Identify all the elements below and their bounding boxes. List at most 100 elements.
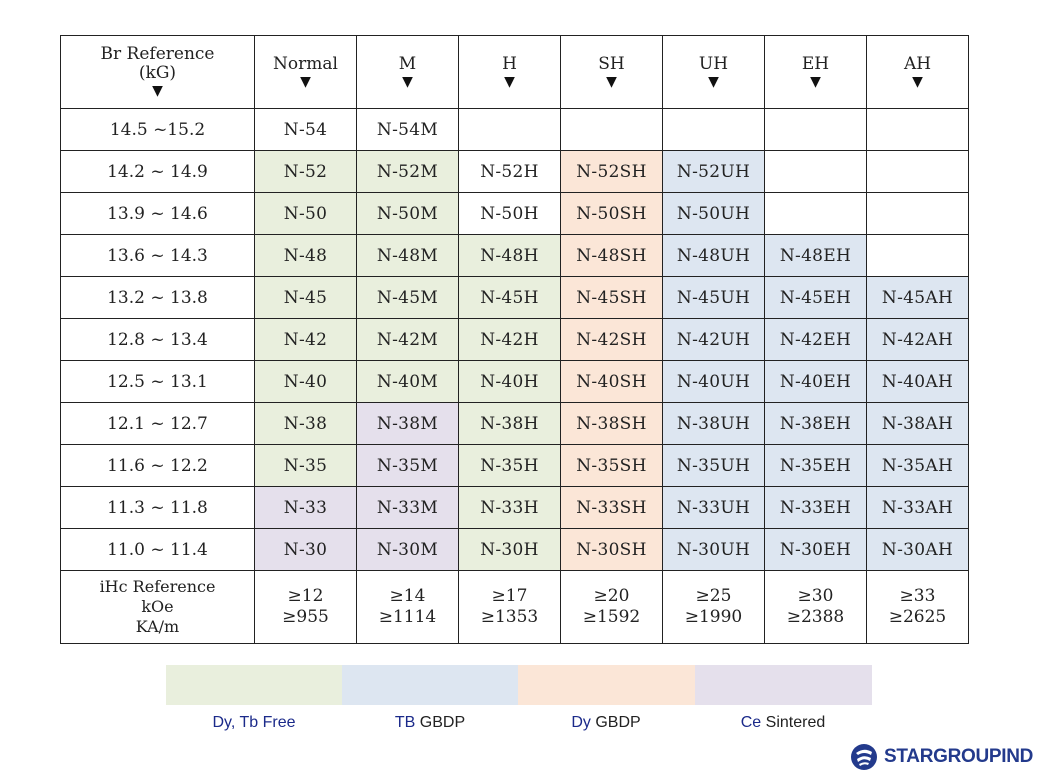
ihc-value-cell: ≥20 ≥1592: [560, 570, 663, 644]
ihc-kam-value: ≥1990: [684, 607, 743, 627]
table-row: 13.9 ~ 14.6 N-50 N-50M N-50H N-50SH N-50…: [60, 192, 969, 235]
br-range-cell: 13.9 ~ 14.6: [60, 192, 255, 235]
grade-cell: N-40SH: [560, 360, 663, 403]
br-range-cell: 11.0 ~ 11.4: [60, 528, 255, 571]
legend-swatch-tb-gbdp: [342, 665, 518, 705]
grade-cell: [764, 150, 867, 193]
grade-header-sh: SH ▼: [560, 35, 663, 109]
grade-cell: N-40: [254, 360, 357, 403]
ihc-label-unit-koe: kOe: [141, 597, 174, 616]
br-range-cell: 13.2 ~ 13.8: [60, 276, 255, 319]
grade-cell: N-38EH: [764, 402, 867, 445]
grade-cell: N-35AH: [866, 444, 969, 487]
grade-cell: N-30EH: [764, 528, 867, 571]
stargroup-logo-icon: [851, 744, 877, 770]
grade-cell: N-30AH: [866, 528, 969, 571]
ihc-koe-value: ≥17: [491, 586, 528, 606]
ihc-value-cell: ≥25 ≥1990: [662, 570, 765, 644]
grade-cell: [866, 150, 969, 193]
ihc-kam-value: ≥1353: [480, 607, 539, 627]
legend-label-dy-gbdp: Dy GBDP: [518, 714, 694, 732]
br-range-cell: 11.3 ~ 11.8: [60, 486, 255, 529]
ihc-koe-value: ≥14: [389, 586, 426, 606]
grade-header-label: SH: [598, 54, 625, 74]
grade-cell: N-30: [254, 528, 357, 571]
grade-cell: N-45UH: [662, 276, 765, 319]
grade-cell: N-50M: [356, 192, 459, 235]
grade-cell: N-42M: [356, 318, 459, 361]
down-arrow-icon: ▼: [708, 74, 719, 90]
grade-cell: [866, 192, 969, 235]
legend-highlight: Dy: [571, 714, 591, 731]
legend-label-dy-tb-free: Dy, Tb Free: [166, 714, 342, 732]
grade-cell: N-42: [254, 318, 357, 361]
grade-cell: N-48M: [356, 234, 459, 277]
grade-cell: N-50UH: [662, 192, 765, 235]
grade-cell: N-48H: [458, 234, 561, 277]
br-reference-header: Br Reference (kG) ▼: [60, 35, 255, 109]
grade-cell: [458, 108, 561, 151]
table-row: 12.1 ~ 12.7 N-38 N-38M N-38H N-38SH N-38…: [60, 402, 969, 445]
brand-logo: STARGROUPIND: [850, 743, 1033, 773]
legend-label-tb-gbdp: TB GBDP: [342, 714, 518, 732]
grade-cell: N-33: [254, 486, 357, 529]
grade-cell: [866, 108, 969, 151]
grade-cell: N-48SH: [560, 234, 663, 277]
grade-cell: N-48UH: [662, 234, 765, 277]
br-range-cell: 13.6 ~ 14.3: [60, 234, 255, 277]
grade-cell: N-38M: [356, 402, 459, 445]
legend-rest: GBDP: [415, 714, 466, 731]
table-row: 12.5 ~ 13.1 N-40 N-40M N-40H N-40SH N-40…: [60, 360, 969, 403]
grade-cell: N-42UH: [662, 318, 765, 361]
br-range-cell: 12.8 ~ 13.4: [60, 318, 255, 361]
grade-cell: N-35UH: [662, 444, 765, 487]
ihc-koe-value: ≥20: [593, 586, 630, 606]
ihc-value-cell: ≥33 ≥2625: [866, 570, 969, 644]
grade-cell: N-30UH: [662, 528, 765, 571]
grade-cell: N-52SH: [560, 150, 663, 193]
grade-cell: N-30H: [458, 528, 561, 571]
grade-cell: N-50: [254, 192, 357, 235]
grade-cell: N-35EH: [764, 444, 867, 487]
down-arrow-icon: ▼: [606, 74, 617, 90]
grade-cell: N-38UH: [662, 402, 765, 445]
table-row: 11.0 ~ 11.4 N-30 N-30M N-30H N-30SH N-30…: [60, 528, 969, 571]
grade-header-normal: Normal ▼: [254, 35, 357, 109]
legend-rest: GBDP: [590, 714, 641, 731]
grade-cell: [560, 108, 663, 151]
grade-cell: N-54M: [356, 108, 459, 151]
grade-cell: N-40M: [356, 360, 459, 403]
ihc-value-cell: ≥14 ≥1114: [356, 570, 459, 644]
grade-header-label: EH: [801, 54, 830, 74]
grade-cell: N-33UH: [662, 486, 765, 529]
ihc-kam-value: ≥2625: [888, 607, 947, 627]
ihc-koe-value: ≥12: [287, 586, 324, 606]
down-arrow-icon: ▼: [402, 74, 413, 90]
ihc-value-cell: ≥30 ≥2388: [764, 570, 867, 644]
table-row: 12.8 ~ 13.4 N-42 N-42M N-42H N-42SH N-42…: [60, 318, 969, 361]
grade-cell: N-48EH: [764, 234, 867, 277]
header-row: Br Reference (kG) ▼ Normal ▼ M ▼ H ▼ SH …: [60, 35, 969, 109]
grade-cell: [764, 108, 867, 151]
br-range-cell: 14.2 ~ 14.9: [60, 150, 255, 193]
grade-header-eh: EH ▼: [764, 35, 867, 109]
down-arrow-icon: ▼: [810, 74, 821, 90]
grade-cell: N-52M: [356, 150, 459, 193]
magnet-grade-table: Br Reference (kG) ▼ Normal ▼ M ▼ H ▼ SH …: [60, 35, 969, 644]
grade-header-ah: AH ▼: [866, 35, 969, 109]
down-arrow-icon: ▼: [912, 74, 923, 90]
grade-cell: N-38: [254, 402, 357, 445]
ihc-koe-value: ≥25: [695, 586, 732, 606]
grade-header-h: H ▼: [458, 35, 561, 109]
grade-cell: N-35M: [356, 444, 459, 487]
ihc-koe-value: ≥30: [797, 586, 834, 606]
br-header-unit: (kG): [138, 63, 177, 83]
grade-header-uh: UH ▼: [662, 35, 765, 109]
grade-table-body: 14.5 ~15.2 N-54 N-54M 14.2 ~ 14.9 N-52 N…: [60, 108, 969, 644]
grade-cell: N-33SH: [560, 486, 663, 529]
table-row: 14.5 ~15.2 N-54 N-54M: [60, 108, 969, 151]
grade-cell: N-38AH: [866, 402, 969, 445]
br-range-cell: 11.6 ~ 12.2: [60, 444, 255, 487]
grade-cell: N-45AH: [866, 276, 969, 319]
br-header-title: Br Reference: [100, 44, 215, 64]
